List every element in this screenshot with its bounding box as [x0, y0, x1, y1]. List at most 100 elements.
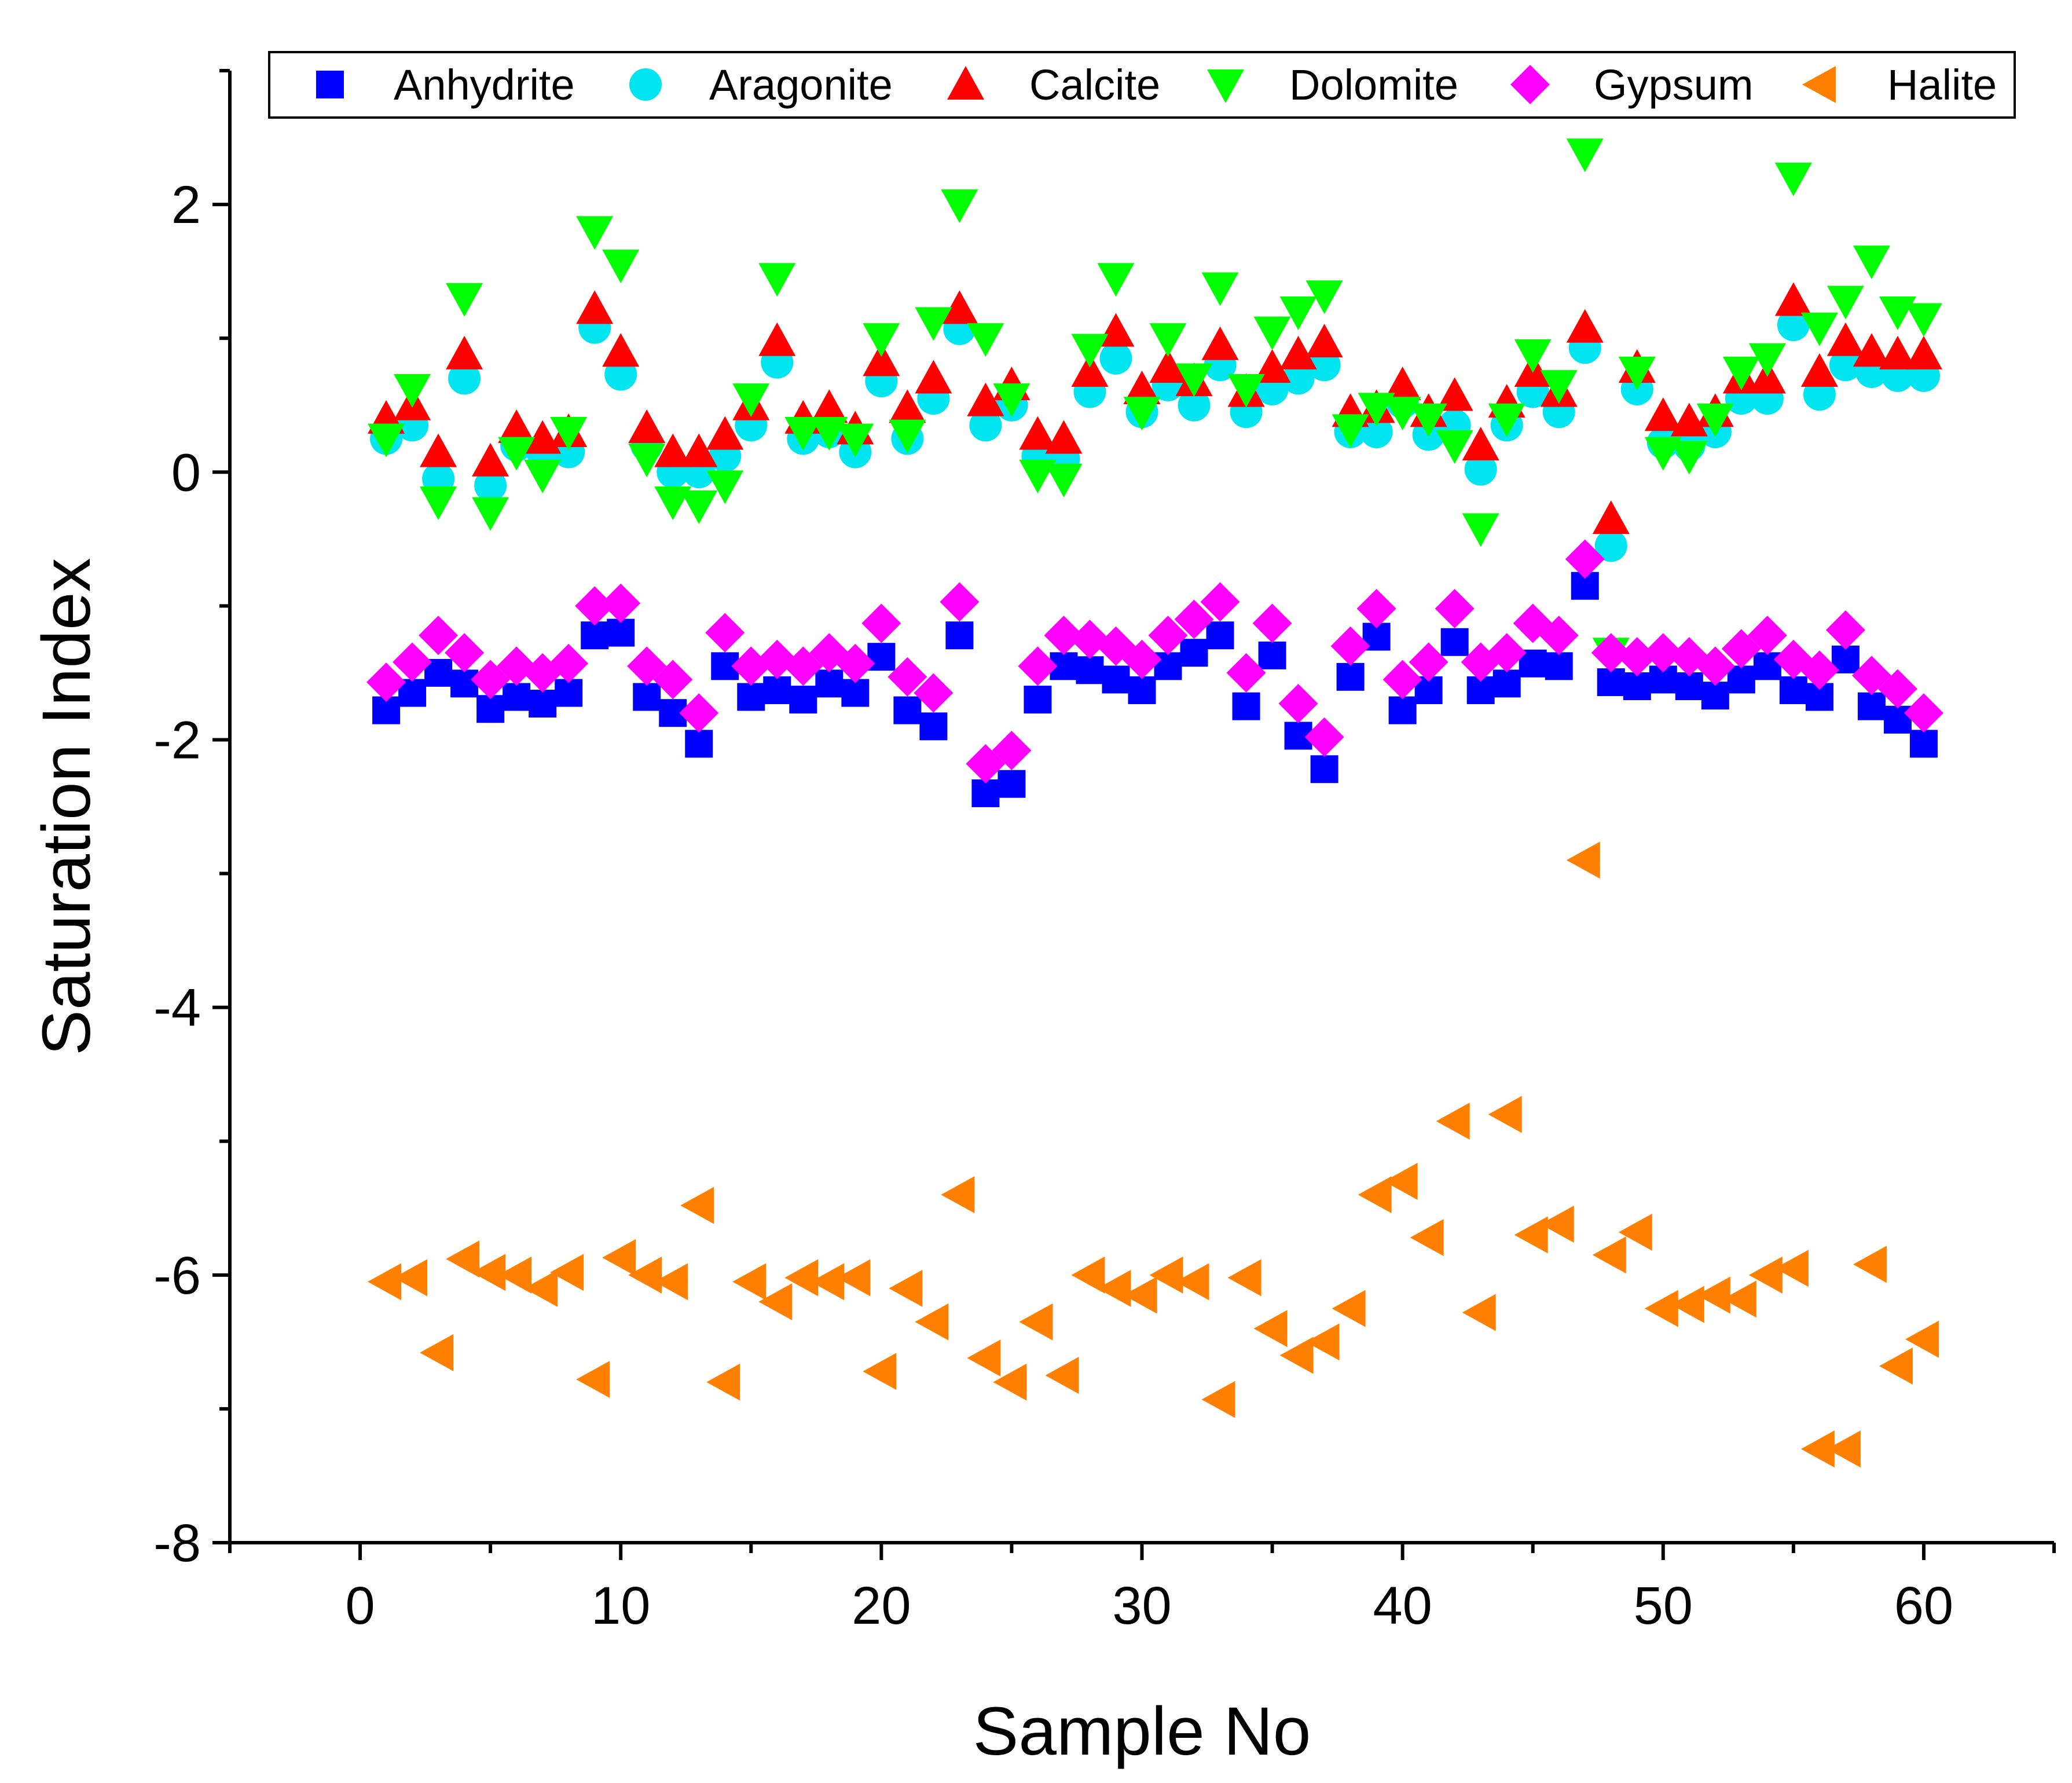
- halite-point: [1566, 841, 1600, 879]
- dolomite-point: [1905, 303, 1942, 337]
- x-tick-label: 20: [852, 1576, 911, 1635]
- halite-point: [1827, 1430, 1861, 1468]
- dolomite-point: [1123, 397, 1161, 431]
- dolomite-point: [1149, 323, 1187, 357]
- anhydrite-point: [893, 696, 922, 724]
- y-tick-label: -6: [153, 1246, 201, 1305]
- dolomite-point: [1827, 285, 1864, 320]
- halite-point: [1722, 1280, 1756, 1318]
- gypsum-point: [1226, 653, 1266, 693]
- dolomite-point: [576, 216, 614, 250]
- dolomite-point: [941, 189, 978, 224]
- calcite-point: [1774, 282, 1812, 316]
- halite-point: [1800, 1430, 1835, 1468]
- series-gypsum: [366, 539, 1943, 784]
- gypsum-point: [1747, 616, 1787, 656]
- anhydrite-point: [1076, 656, 1104, 684]
- halite-point: [706, 1363, 740, 1401]
- calcite-point: [941, 290, 978, 324]
- calcite-point: [1071, 353, 1109, 387]
- gypsum-point: [1435, 588, 1475, 628]
- anhydrite-point: [841, 679, 870, 707]
- halite-point: [1045, 1357, 1079, 1394]
- halite-point: [1071, 1256, 1105, 1294]
- calcite-point: [1827, 322, 1864, 356]
- halite-point: [1592, 1236, 1626, 1274]
- calcite-point: [1592, 500, 1630, 534]
- anhydrite-point: [1727, 665, 1755, 694]
- gypsum-point: [1278, 684, 1318, 724]
- halite-point: [1019, 1303, 1053, 1341]
- halite-point: [1670, 1286, 1704, 1323]
- halite-point: [1332, 1290, 1366, 1327]
- halite-point: [394, 1259, 428, 1297]
- x-tick-label: 30: [1112, 1576, 1171, 1635]
- dolomite-point: [680, 490, 718, 525]
- legend-marker-gypsum: [1510, 65, 1550, 104]
- halite-point: [1696, 1276, 1730, 1314]
- anhydrite-point: [685, 730, 713, 758]
- legend-marker-calcite: [947, 66, 984, 100]
- x-axis-title: Sample No: [973, 1693, 1311, 1770]
- gypsum-point: [366, 662, 406, 702]
- halite-point: [1748, 1256, 1783, 1294]
- halite-point: [1853, 1246, 1887, 1283]
- anhydrite-point: [1623, 672, 1651, 701]
- gypsum-point: [1825, 610, 1865, 650]
- gypsum-point: [1643, 633, 1683, 673]
- legend-label-anhydrite: Anhydrite: [394, 61, 575, 109]
- anhydrite-point: [971, 779, 1000, 807]
- calcite-point: [1800, 353, 1838, 387]
- aragonite-point: [1464, 453, 1497, 486]
- aragonite-point: [1360, 415, 1393, 448]
- x-tick-label: 40: [1373, 1576, 1432, 1635]
- calcite-point: [498, 409, 536, 444]
- aragonite-point: [1594, 529, 1627, 562]
- halite-point: [1201, 1381, 1235, 1418]
- axes-group: 0 10 20 30 40 50 60 -8 -6 -4 -2 0 2: [153, 69, 2056, 1635]
- y-axis-title: Saturation Index: [28, 558, 105, 1055]
- dolomite-point: [550, 416, 588, 451]
- aragonite-point: [1829, 349, 1862, 382]
- dolomite-point: [915, 307, 952, 341]
- calcite-point: [420, 433, 457, 467]
- gypsum-point: [1382, 660, 1422, 700]
- anhydrite-point: [555, 679, 583, 707]
- x-tick-label: 50: [1634, 1576, 1693, 1635]
- gypsum-point: [1721, 629, 1761, 669]
- calcite-point: [1566, 309, 1604, 343]
- halite-point: [1149, 1256, 1183, 1294]
- anhydrite-point: [763, 676, 791, 704]
- dolomite-point: [1774, 162, 1812, 196]
- anhydrite-point: [737, 683, 765, 711]
- calcite-point: [1019, 416, 1057, 450]
- dolomite-point: [472, 497, 509, 531]
- gypsum-point: [627, 646, 667, 686]
- halite-point: [1514, 1216, 1548, 1254]
- calcite-point: [1123, 370, 1161, 404]
- gypsum-point: [471, 660, 511, 700]
- calcite-point: [1097, 313, 1135, 347]
- gypsum-point: [1877, 669, 1917, 709]
- dolomite-point: [1514, 339, 1552, 373]
- gypsum-point: [835, 643, 875, 683]
- halite-point: [1462, 1294, 1496, 1331]
- aragonite-point: [969, 409, 1002, 442]
- halite-point: [1644, 1290, 1678, 1327]
- halite-point: [420, 1334, 454, 1371]
- y-tick-label: -2: [153, 711, 201, 770]
- y-tick-label: -8: [153, 1514, 201, 1573]
- dolomite-point: [1800, 312, 1838, 346]
- halite-point: [524, 1269, 558, 1307]
- x-tick-label: 0: [345, 1576, 375, 1635]
- dolomite-point: [732, 383, 770, 418]
- calcite-point: [1462, 427, 1499, 461]
- halite-point: [811, 1263, 845, 1301]
- anhydrite-point: [1128, 676, 1156, 704]
- halite-point: [1253, 1310, 1288, 1348]
- legend-label-gypsum: Gypsum: [1594, 61, 1754, 109]
- anhydrite-point: [1336, 662, 1365, 691]
- anhydrite-point: [1258, 641, 1286, 669]
- dolomite-point: [1566, 138, 1604, 173]
- calcite-point: [811, 389, 848, 423]
